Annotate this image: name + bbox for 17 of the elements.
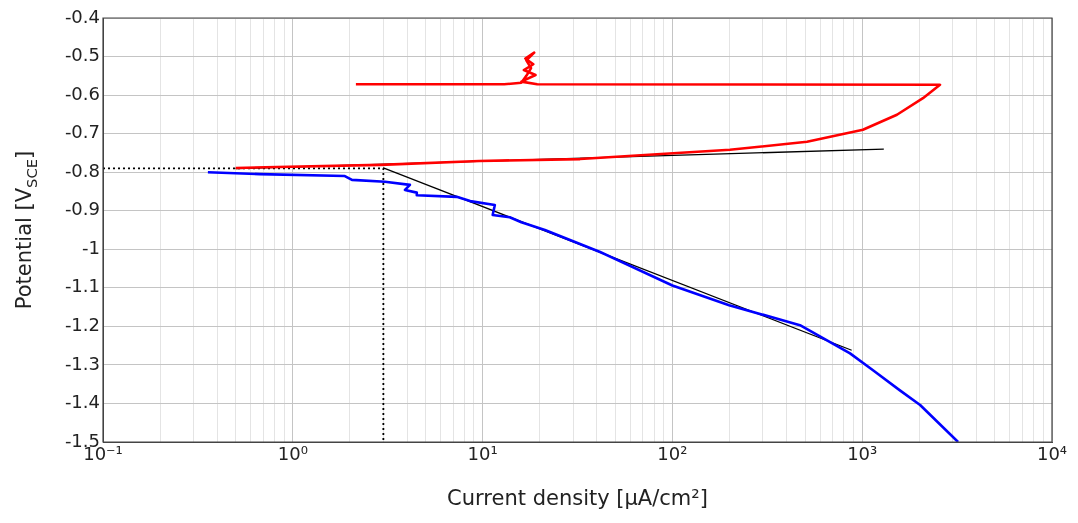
y-tick-label: -0.6 bbox=[64, 82, 100, 104]
y-tick-label: -0.4 bbox=[64, 5, 100, 27]
y-tick-label: -1.3 bbox=[64, 352, 100, 374]
y-tick-label: -0.8 bbox=[64, 159, 100, 181]
x-tick-label: 10² bbox=[657, 443, 688, 465]
y-tick-label: -1 bbox=[82, 236, 100, 258]
y-tick-label: -1.1 bbox=[64, 275, 100, 297]
y-tick-label: -0.7 bbox=[64, 121, 100, 143]
y-tick-label: -1.4 bbox=[64, 391, 100, 413]
x-tick-label: 10³ bbox=[847, 443, 878, 465]
y-tick-label: -0.9 bbox=[64, 198, 100, 220]
x-axis-title: Current density [μA/cm²] bbox=[446, 486, 709, 510]
y-tick-label: -0.5 bbox=[64, 44, 100, 66]
x-tick-label: 10⁴ bbox=[1036, 443, 1068, 465]
y-tick-label: -1.2 bbox=[64, 314, 100, 336]
x-tick-label: 10⁰ bbox=[277, 443, 308, 465]
x-tick-label: 10¹ bbox=[467, 443, 498, 465]
